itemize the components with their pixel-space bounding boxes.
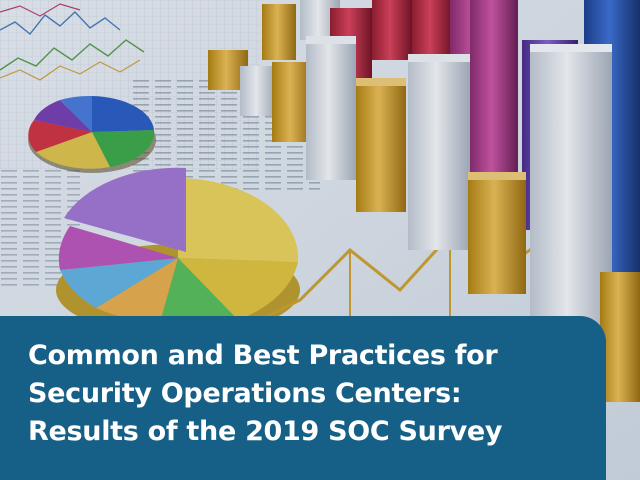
survey-title: Common and Best Practices for Security O… [28, 337, 598, 451]
title-line-1: Common and Best Practices for [28, 340, 498, 371]
title-line-2: Security Operations Centers: [28, 378, 462, 409]
title-line-3: Results of the 2019 SOC Survey [28, 416, 503, 447]
title-banner [0, 316, 606, 480]
